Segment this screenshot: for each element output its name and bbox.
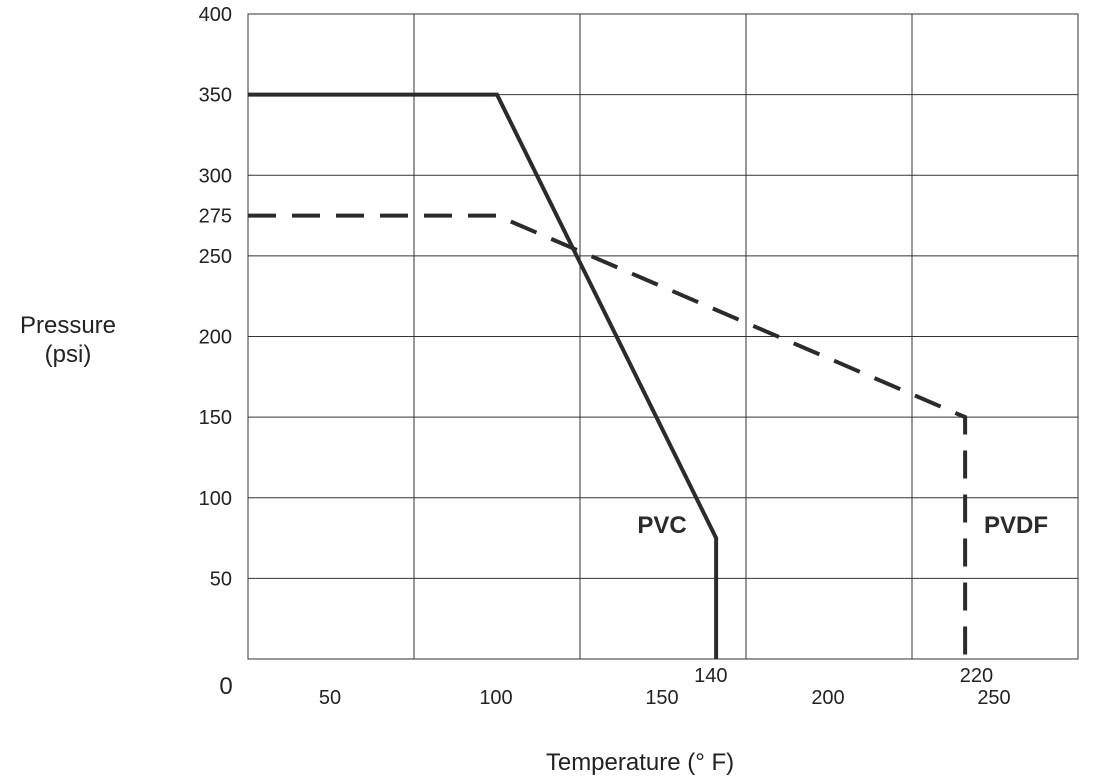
origin-label: 0 [219,673,232,700]
x-marker-label: 220 [960,665,993,687]
y-tick-label: 50 [210,568,232,590]
x-tick-label: 200 [811,687,844,709]
y-tick-label: 275 [199,206,232,228]
y-tick-label: 100 [199,488,232,510]
series-line-pvdf [248,213,968,659]
series-line-pvc [248,92,719,659]
x-tick-label: 50 [319,687,341,709]
y-tick-label: 400 [199,4,232,26]
x-axis-title: Temperature (° F) [546,749,734,776]
grid [248,13,1079,659]
x-marker-label: 140 [694,665,727,687]
x-tick-label: 150 [645,687,678,709]
series-group [248,92,968,659]
y-axis-title-unit: (psi) [45,341,92,368]
tick-labels: 50 100 150 200 250 275 300 350 400 50 100 150 200 250… [199,4,1011,709]
plot-frame [247,13,1079,660]
x-tick-label: 250 [977,687,1010,709]
y-tick-label: 250 [199,246,232,268]
y-tick-label: 300 [199,165,232,187]
series-label-pvc: PVC [637,512,686,539]
y-tick-label: 350 [199,85,232,107]
x-tick-label: 100 [479,687,512,709]
y-tick-label: 200 [199,327,232,349]
y-axis-title: Pressure [20,312,116,339]
series-label-pvdf: PVDF [984,512,1048,539]
y-tick-label: 150 [199,407,232,429]
